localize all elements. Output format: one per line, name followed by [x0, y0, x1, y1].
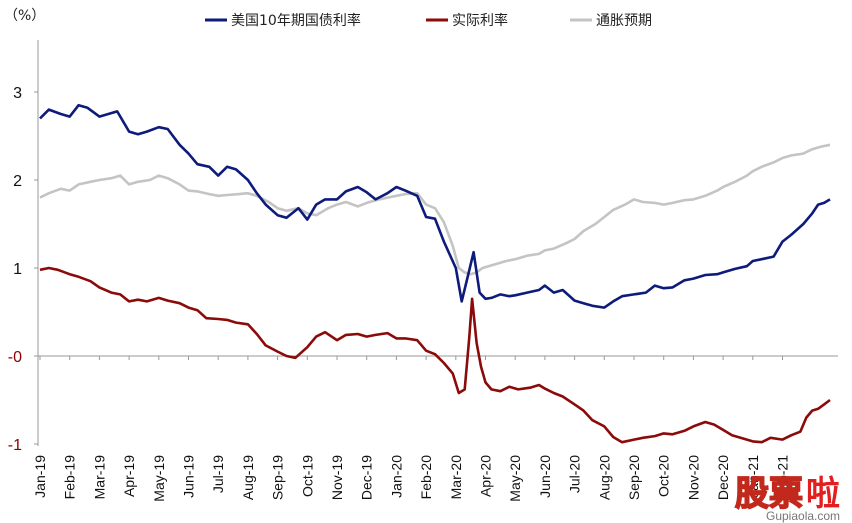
- x-tick-label: Jun-19: [181, 455, 197, 498]
- site-watermark: 股票 啦 Gupiaola.com: [734, 473, 840, 523]
- x-tick-label: Aug-19: [240, 455, 256, 500]
- x-tick-label: Feb-19: [62, 455, 78, 500]
- x-tick-label: Apr-19: [121, 455, 137, 497]
- x-tick-label: Mar-20: [448, 455, 464, 500]
- legend-label: 通胀预期: [596, 13, 652, 29]
- x-tick-label: May-20: [507, 455, 523, 502]
- y-tick-label: 2: [13, 173, 22, 190]
- chart-series: [39, 103, 831, 444]
- x-tick-label: Dec-20: [715, 455, 731, 500]
- x-tick-label: Apr-20: [478, 455, 494, 497]
- series-line-0: [39, 103, 831, 309]
- x-tick-label: Jul-19: [210, 455, 226, 493]
- x-tick-label: Oct-19: [299, 455, 315, 497]
- x-tick-label: May-19: [151, 455, 167, 502]
- x-tick-label: Jul-20: [567, 455, 583, 493]
- y-axis-unit-label: （%）: [4, 8, 45, 24]
- x-tick-label: Jan-19: [32, 455, 48, 498]
- x-tick-label: Feb-20: [418, 455, 434, 500]
- y-tick-label: 1: [13, 261, 22, 278]
- y-tick-label: -0: [8, 349, 22, 366]
- y-tick-label: 3: [13, 85, 22, 102]
- x-tick-label: Nov-20: [685, 455, 701, 500]
- x-tick-label: Feb-21: [775, 455, 791, 500]
- x-tick-label: Oct-20: [656, 455, 672, 497]
- watermark-accent: 啦: [806, 474, 840, 514]
- x-axis-tick-labels: Jan-19 Feb-19 Mar-19 Apr-19 May-19 Jun-19 Jul-…: [32, 455, 791, 502]
- chart-axes: [34, 40, 838, 446]
- watermark-main: 股票: [735, 474, 803, 514]
- legend-label: 实际利率: [452, 12, 508, 29]
- watermark-site: Gupiaola.com: [766, 509, 840, 523]
- series-line-2: [39, 143, 831, 276]
- x-tick-label: Dec-19: [359, 455, 375, 500]
- x-tick-label: Jan-20: [388, 455, 404, 498]
- y-axis-tick-labels: 3 2 1 -0 -1: [8, 85, 22, 454]
- x-tick-label: Jun-20: [537, 455, 553, 498]
- series-line-1: [39, 266, 831, 444]
- chart-legend: 美国10年期国债利率 实际利率 通胀预期: [205, 12, 652, 29]
- legend-label: 美国10年期国债利率: [231, 12, 361, 29]
- x-tick-label: Sep-20: [626, 455, 642, 500]
- x-tick-label: Sep-19: [270, 455, 286, 500]
- y-tick-label: -1: [8, 437, 22, 454]
- x-tick-label: Mar-19: [91, 455, 107, 500]
- x-tick-label: Aug-20: [596, 455, 612, 500]
- x-tick-label: Nov-19: [329, 455, 345, 500]
- x-tick-label: Jan-21: [745, 455, 761, 498]
